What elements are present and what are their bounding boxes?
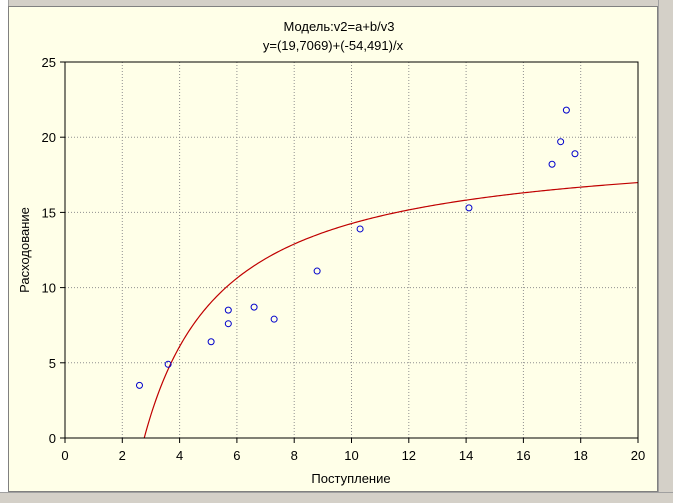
data-point bbox=[571, 150, 579, 158]
graph-window bbox=[8, 6, 658, 492]
x-axis-title: Поступление bbox=[311, 471, 390, 486]
y-tick-label: 25 bbox=[42, 55, 56, 70]
x-tick-label: 4 bbox=[176, 448, 183, 463]
data-point bbox=[135, 381, 143, 389]
x-tick-label: 16 bbox=[516, 448, 530, 463]
data-points bbox=[135, 106, 579, 389]
y-tick-label: 20 bbox=[42, 130, 56, 145]
x-tick-label: 20 bbox=[631, 448, 645, 463]
x-tick-label: 0 bbox=[61, 448, 68, 463]
data-point bbox=[224, 306, 232, 314]
plot-area-border bbox=[64, 61, 639, 439]
x-tick-label: 18 bbox=[573, 448, 587, 463]
data-point bbox=[250, 303, 258, 311]
x-tick-label: 14 bbox=[459, 448, 473, 463]
y-tick-label: 15 bbox=[42, 205, 56, 220]
data-point bbox=[164, 360, 172, 368]
data-point bbox=[270, 315, 278, 323]
x-tick-label: 6 bbox=[233, 448, 240, 463]
data-point bbox=[207, 338, 215, 346]
right-window-edge bbox=[658, 0, 673, 502]
grid-lines bbox=[65, 62, 638, 438]
data-point bbox=[548, 160, 556, 168]
y-tick-label: 5 bbox=[49, 356, 56, 371]
chart-subtitle: y=(19,7069)+(-54,491)/x bbox=[263, 38, 404, 53]
chart-title: Модель:v2=a+b/v3 bbox=[284, 19, 395, 34]
y-axis-ticks: 0 5 10 15 20 25 bbox=[42, 55, 65, 446]
y-tick-label: 0 bbox=[49, 431, 56, 446]
x-tick-label: 10 bbox=[344, 448, 358, 463]
data-point bbox=[557, 138, 565, 146]
x-axis-ticks: 0 2 4 6 8 10 12 14 16 18 20 bbox=[61, 438, 645, 463]
data-point bbox=[562, 106, 570, 114]
data-point bbox=[465, 204, 473, 212]
data-point bbox=[224, 320, 232, 328]
fit-curve-line bbox=[143, 181, 639, 439]
fit-curve bbox=[143, 181, 639, 439]
x-tick-label: 8 bbox=[291, 448, 298, 463]
data-point bbox=[313, 267, 321, 275]
y-tick-label: 10 bbox=[42, 281, 56, 296]
bottom-window-edge bbox=[0, 492, 673, 503]
x-tick-label: 12 bbox=[402, 448, 416, 463]
x-tick-label: 2 bbox=[119, 448, 126, 463]
data-point bbox=[356, 225, 364, 233]
y-axis-title: Расходование bbox=[17, 207, 32, 293]
